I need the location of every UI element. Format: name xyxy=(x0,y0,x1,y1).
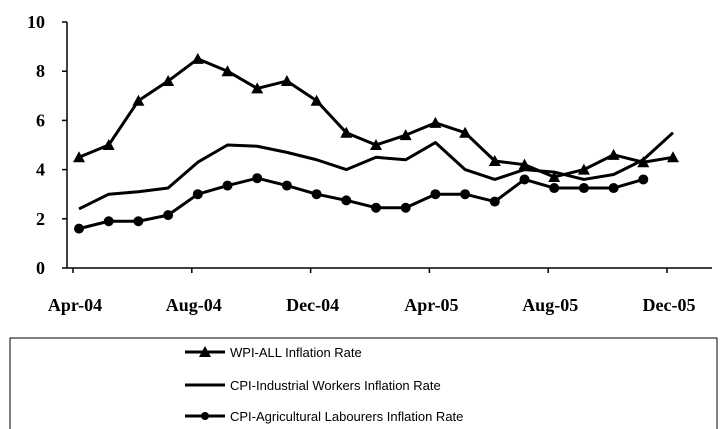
triangle-marker xyxy=(340,126,353,138)
y-tick-label: 0 xyxy=(36,258,45,278)
legend-label: CPI-Agricultural Labourers Inflation Rat… xyxy=(230,409,463,424)
x-tick-label: Aug-05 xyxy=(522,295,578,315)
triangle-marker xyxy=(577,163,590,175)
legend-box xyxy=(9,337,718,429)
circle-marker xyxy=(608,183,619,194)
legend-label: CPI-Industrial Workers Inflation Rate xyxy=(230,378,441,393)
x-tick-label: Apr-04 xyxy=(48,295,102,315)
x-tick-label: Dec-05 xyxy=(643,295,696,315)
triangle-marker xyxy=(459,126,472,138)
circle-marker xyxy=(222,180,233,191)
circle-marker xyxy=(281,180,292,191)
triangle-marker xyxy=(518,158,531,170)
y-tick-label: 2 xyxy=(36,209,45,229)
circle-marker xyxy=(163,210,174,221)
triangle-marker xyxy=(637,156,650,168)
triangle-marker xyxy=(310,94,323,106)
x-tick-label: Dec-04 xyxy=(286,295,339,315)
circle-marker xyxy=(103,216,114,227)
circle-marker xyxy=(371,202,381,213)
circle-marker xyxy=(133,216,144,227)
x-tick-label: Aug-04 xyxy=(166,295,222,315)
triangle-marker xyxy=(667,151,679,163)
triangle-marker xyxy=(221,65,234,77)
legend-marker xyxy=(199,346,211,357)
triangle-marker xyxy=(429,116,442,128)
series-line xyxy=(78,176,644,231)
y-tick-label: 4 xyxy=(36,160,45,180)
circle-marker xyxy=(578,183,589,194)
triangle-marker xyxy=(548,170,561,182)
triangle-marker xyxy=(488,154,501,166)
y-tick-label: 6 xyxy=(36,110,45,130)
legend-label: WPI-ALL Inflation Rate xyxy=(230,345,362,360)
triangle-marker xyxy=(162,75,175,87)
circle-marker xyxy=(74,223,84,234)
circle-marker xyxy=(192,189,203,200)
triangle-marker xyxy=(132,94,145,106)
circle-marker xyxy=(341,195,352,206)
circle-marker xyxy=(400,202,411,213)
circle-marker xyxy=(430,189,441,200)
triangle-marker xyxy=(251,82,264,94)
triangle-marker xyxy=(607,148,620,160)
triangle-marker xyxy=(102,139,115,150)
triangle-marker xyxy=(370,139,382,150)
circle-marker xyxy=(311,189,322,200)
x-tick-label: Apr-05 xyxy=(404,295,458,315)
triangle-marker xyxy=(280,75,293,87)
circle-marker xyxy=(252,173,263,184)
legend-marker xyxy=(201,412,209,420)
triangle-marker xyxy=(399,129,412,141)
y-tick-label: 8 xyxy=(36,61,45,81)
circle-marker xyxy=(638,174,649,185)
series-line xyxy=(78,131,675,211)
circle-marker xyxy=(519,174,530,185)
circle-marker xyxy=(460,189,471,200)
y-tick-label: 10 xyxy=(27,12,45,32)
circle-marker xyxy=(489,196,500,207)
circle-marker xyxy=(549,183,560,194)
triangle-marker xyxy=(73,151,85,163)
triangle-marker xyxy=(191,52,204,64)
